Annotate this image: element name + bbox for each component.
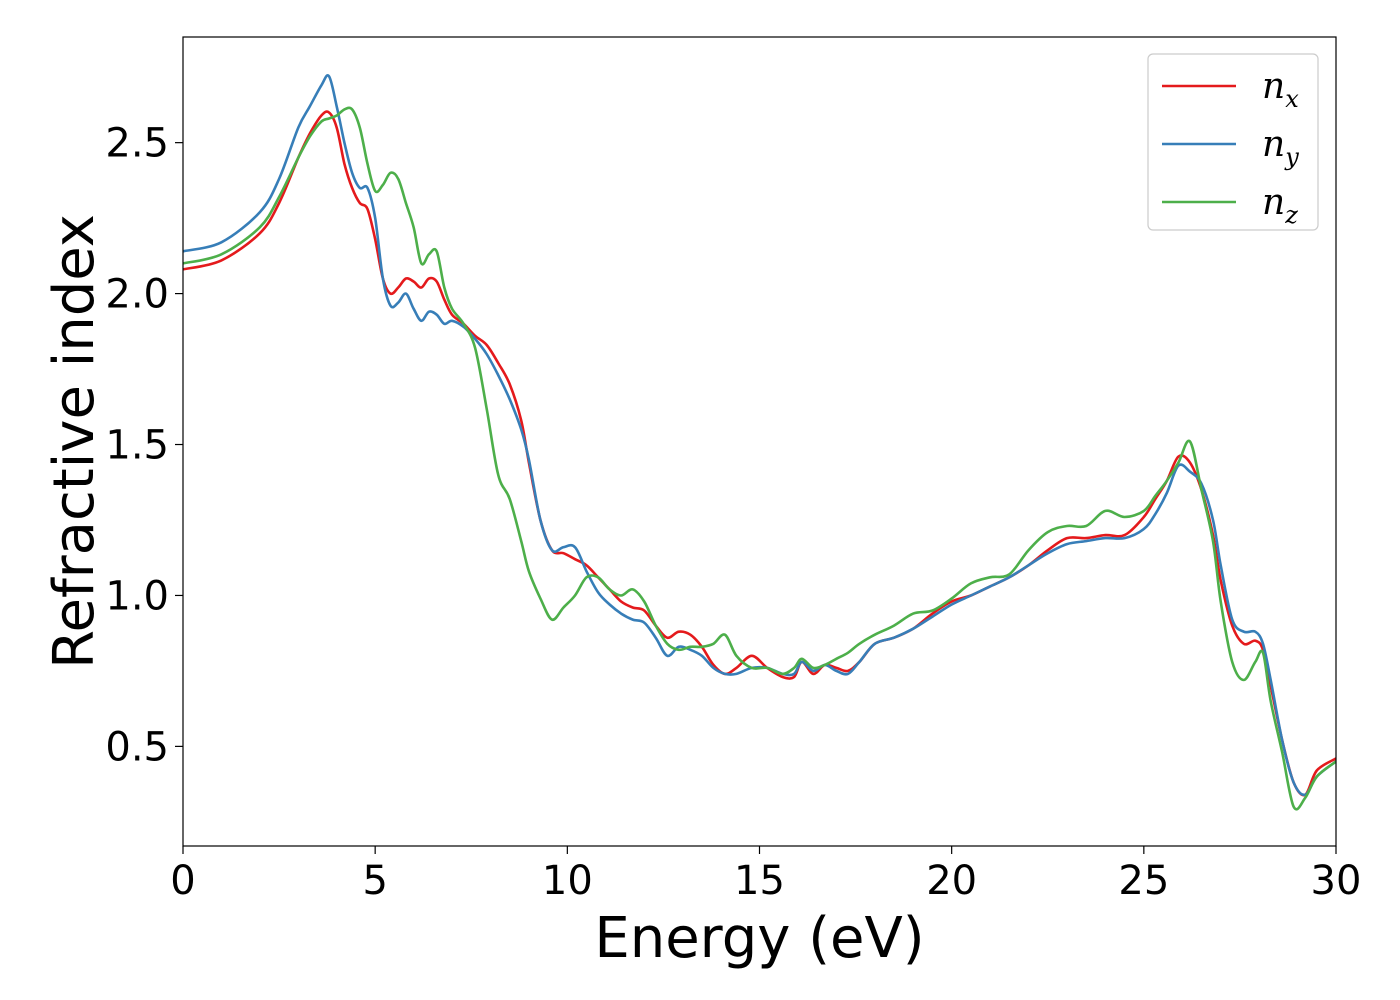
legend-label-base: n — [1262, 182, 1285, 223]
y-axis-label: Refractive index — [42, 214, 107, 669]
y-axis-ticks: 0.5 1.0 1.5 2.0 2.5 — [105, 121, 183, 770]
x-tick-label: 15 — [734, 858, 785, 904]
legend-label-z: nz — [1262, 182, 1298, 229]
x-axis-label: Energy (eV) — [594, 906, 924, 971]
legend-label-subscript: z — [1284, 201, 1298, 229]
series-line-y — [183, 74, 1336, 797]
y-tick-label: 2.0 — [105, 272, 169, 318]
y-tick-label: 2.5 — [105, 121, 169, 167]
y-tick-label: 1.5 — [105, 423, 169, 469]
x-tick-label: 30 — [1311, 858, 1362, 904]
legend-label-subscript: y — [1284, 143, 1299, 171]
legend-box — [1147, 53, 1319, 231]
x-tick-label: 5 — [362, 858, 387, 904]
y-tick-label: 0.5 — [105, 724, 169, 770]
legend-label-base: n — [1262, 66, 1285, 107]
x-tick-label: 10 — [542, 858, 593, 904]
x-tick-label: 20 — [926, 858, 977, 904]
series-line-z — [183, 106, 1336, 811]
legend-label-y: ny — [1262, 124, 1299, 171]
legend-label-subscript: x — [1285, 85, 1299, 113]
x-tick-label: 0 — [170, 858, 195, 904]
x-tick-label: 25 — [1118, 858, 1169, 904]
legend-label-x: nx — [1262, 66, 1299, 113]
legend-label-base: n — [1262, 124, 1285, 165]
x-axis-ticks: 0 5 10 15 20 25 30 — [170, 846, 1361, 904]
y-tick-label: 1.0 — [105, 573, 169, 619]
series-layer — [183, 74, 1336, 811]
